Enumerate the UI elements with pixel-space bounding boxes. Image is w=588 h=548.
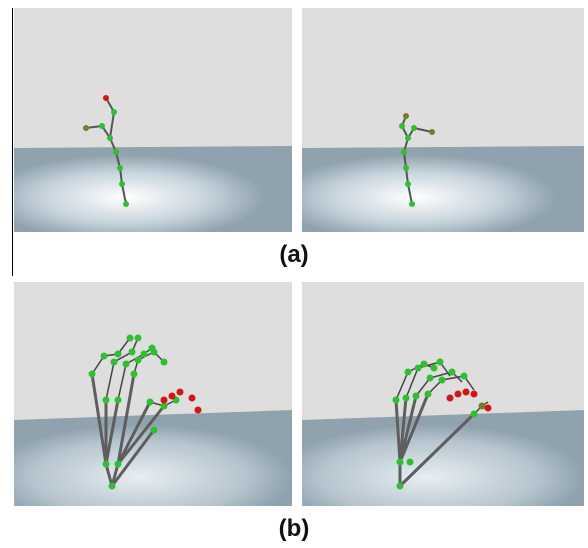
panel-a-left: [14, 8, 292, 232]
panel-b-right: [302, 282, 584, 506]
left-border-line: [12, 8, 13, 276]
panel-b-left: [14, 282, 292, 506]
caption-a: (a): [0, 241, 588, 269]
panel-a-right: [302, 8, 584, 232]
caption-b: (b): [0, 515, 588, 543]
